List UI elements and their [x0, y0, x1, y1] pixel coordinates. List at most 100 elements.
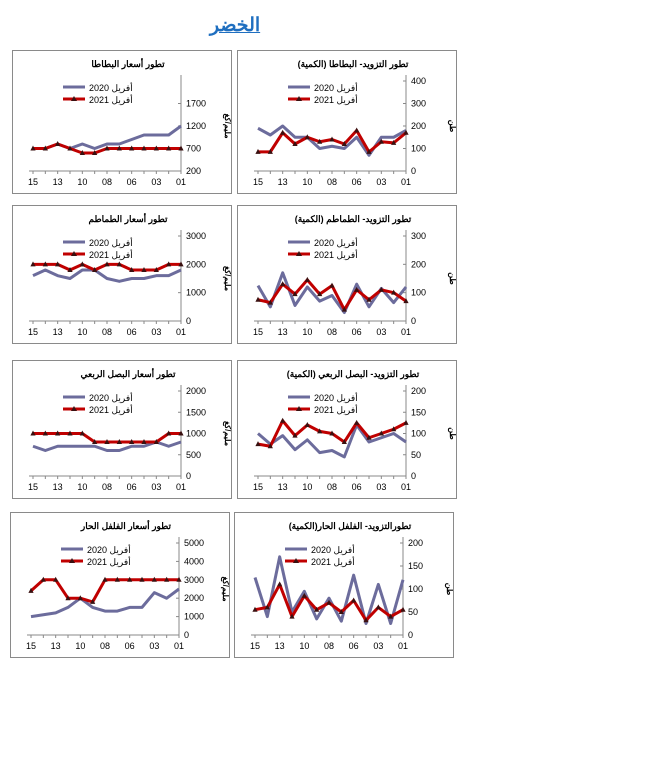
data-point-2021 [341, 306, 347, 312]
legend-marker [296, 96, 302, 101]
data-point-2021 [255, 296, 261, 302]
x-tick-label: 08 [327, 482, 337, 492]
y-tick-label: 1000 [186, 288, 206, 298]
x-tick-label: 06 [352, 177, 362, 187]
data-point-2021 [104, 261, 110, 267]
chart-panel: تطور التزويد- البطاطا (الكمية) 0 100 200 300… [237, 50, 457, 194]
chart-title: تطور أسعار البصل الربعي [81, 367, 176, 380]
data-point-2021 [267, 299, 273, 305]
legend-label: أفريل 2020 [314, 391, 358, 404]
x-tick-label: 15 [28, 482, 38, 492]
data-point-2021 [317, 291, 323, 297]
data-point-2021 [42, 145, 48, 151]
y-tick-label: 3000 [184, 575, 204, 585]
y-tick-label: 100 [408, 584, 423, 594]
data-point-2021 [129, 145, 135, 151]
data-point-2021 [116, 261, 122, 267]
x-tick-label: 01 [176, 177, 186, 187]
y-tick-label: 700 [186, 144, 201, 154]
series-2020-line [256, 271, 408, 314]
legend-label: أفريل 2020 [89, 391, 133, 404]
data-point-2021 [139, 576, 145, 582]
y-tick-label: 50 [411, 450, 421, 460]
x-tick-label: 08 [327, 177, 337, 187]
chart-svg: تطور التزويد- البطاطا (الكمية) 0 100 200 300… [253, 59, 456, 187]
data-point-2021 [341, 141, 347, 146]
chart-panel: تطور أسعار البصل الربعي 0 500 1000 1500 2000 1… [12, 360, 232, 499]
data-point-2021 [176, 576, 182, 582]
chart-panel: تطور أسعار الطماطم 0 1000 2000 3000 15 13 10 08 0… [12, 205, 232, 344]
chart-panel: تطور أسعار البطاطا 200 700 1200 1700 15 13 10 08… [12, 50, 232, 194]
x-tick-label: 03 [373, 641, 383, 651]
y-tick-label: 50 [408, 607, 418, 617]
chart-title: تطور أسعار الطماطم [88, 212, 168, 225]
data-point-2021 [255, 441, 261, 447]
x-tick-label: 03 [151, 177, 161, 187]
data-point-2021 [267, 443, 273, 449]
data-point-2021 [40, 576, 46, 582]
chart-title: تطور التزويد- البطاطا (الكمية) [298, 59, 409, 70]
data-point-2021 [351, 597, 357, 603]
x-tick-label: 03 [151, 482, 161, 492]
data-point-2021 [354, 127, 360, 133]
data-point-2021 [329, 430, 335, 436]
y-tick-label: 100 [411, 144, 426, 154]
legend-marker [69, 558, 75, 563]
x-tick-label: 10 [302, 327, 312, 337]
y-tick-label: 300 [411, 99, 426, 109]
data-point-2021 [314, 606, 320, 612]
series-2020-line [32, 268, 182, 283]
x-tick-label: 03 [149, 641, 159, 651]
data-point-2021 [129, 267, 135, 272]
data-point-2021 [141, 145, 147, 151]
data-point-2021 [326, 599, 332, 605]
data-point-2021 [55, 141, 61, 146]
data-point-2021 [55, 261, 61, 267]
chart-title: تطور أسعار البطاطا [91, 57, 165, 70]
page-title: الخضر [209, 15, 261, 36]
chart-title: تطور التزويد- الطماطم (الكمية) [295, 214, 412, 225]
y-tick-label: 0 [408, 630, 413, 640]
data-point-2021 [178, 430, 184, 436]
legend-label: أفريل 2020 [314, 236, 358, 249]
y-tick-label: 150 [411, 407, 426, 417]
data-point-2021 [104, 439, 110, 444]
y-tick-label: 0 [186, 471, 191, 481]
data-point-2021 [341, 439, 347, 444]
data-point-2021 [153, 267, 159, 272]
data-point-2021 [403, 129, 409, 135]
data-point-2021 [366, 296, 372, 302]
y-tick-label: 150 [408, 561, 423, 571]
x-tick-label: 01 [176, 327, 186, 337]
y-tick-label: 0 [411, 166, 416, 176]
chart-title: تطورالتزويد- الفلفل الحار(الكمية) [289, 521, 412, 532]
x-tick-label: 10 [75, 641, 85, 651]
data-point-2021 [178, 145, 184, 151]
x-tick-label: 08 [102, 482, 112, 492]
x-tick-label: 13 [275, 641, 285, 651]
data-point-2021 [153, 145, 159, 151]
data-point-2021 [403, 298, 409, 304]
chart-svg: تطور التزويد- الطماطم (الكمية) 0 100 200 300… [253, 214, 456, 337]
x-tick-label: 08 [102, 327, 112, 337]
data-point-2021 [363, 617, 369, 623]
x-tick-label: 01 [176, 482, 186, 492]
x-tick-label: 15 [253, 482, 263, 492]
data-point-2021 [388, 613, 394, 619]
y-axis-label: مليم/كغ [222, 266, 231, 291]
data-point-2021 [304, 276, 310, 282]
y-axis-label: طن [447, 120, 456, 132]
y-tick-label: 4000 [184, 556, 204, 566]
y-tick-label: 2000 [184, 593, 204, 603]
legend-marker [71, 251, 77, 256]
x-tick-label: 01 [401, 327, 411, 337]
data-point-2021 [151, 576, 157, 582]
legend-label: أفريل 2021 [89, 248, 133, 261]
data-point-2021 [92, 439, 98, 444]
data-point-2021 [378, 286, 384, 292]
y-tick-label: 200 [186, 166, 201, 176]
x-tick-label: 08 [324, 641, 334, 651]
x-tick-label: 08 [102, 177, 112, 187]
legend-label: أفريل 2021 [87, 555, 131, 568]
data-point-2021 [79, 430, 85, 436]
